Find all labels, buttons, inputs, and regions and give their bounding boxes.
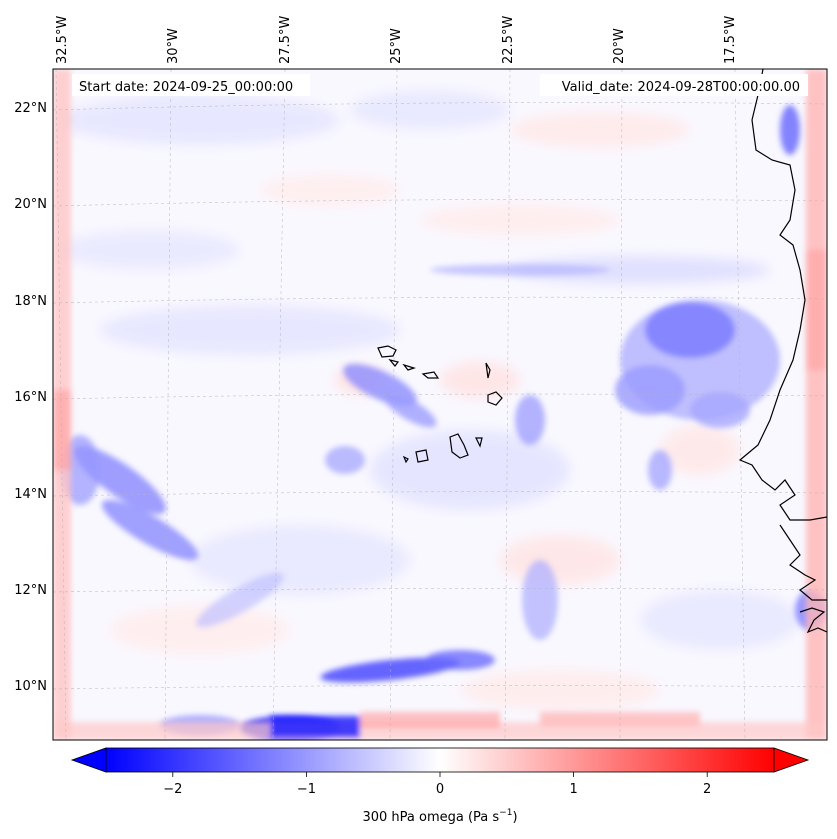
- colorbar-tick-label: −1: [297, 782, 316, 797]
- colorbar-ticks: −2 −1 0 1 2: [163, 772, 711, 797]
- lat-label-10: 10°N: [14, 679, 47, 694]
- island-fogo: [415, 449, 429, 463]
- colorbar-tick-label: 0: [436, 782, 444, 797]
- colorbar-label: 300 hPa omega (Pa s−1): [362, 808, 517, 825]
- colorbar-extend-low: [70, 747, 107, 773]
- lon-label-3: 27.5°W: [278, 16, 293, 64]
- start-date-label: Start date: 2024-09-25_00:00:00: [79, 80, 293, 95]
- coastline: [377, 69, 827, 634]
- start-date-box: [72, 74, 310, 96]
- lat-label-22: 22°N: [14, 101, 47, 116]
- island-maio: [475, 437, 483, 448]
- map-area: Start date: 2024-09-25_00:00:00 Valid_da…: [53, 69, 827, 740]
- island-sal: [485, 362, 491, 379]
- african-coast: [738, 69, 827, 521]
- lon-label-6: 20°W: [612, 28, 627, 64]
- valid-date-label: Valid_date: 2024-09-28T00:00:00.00: [562, 80, 800, 95]
- island-santiago-region: [421, 371, 440, 379]
- island-santiago: [449, 433, 469, 459]
- colorbar-tick-label: −2: [163, 782, 182, 797]
- lat-label-18: 18°N: [14, 294, 47, 309]
- longitude-labels: 32.5°W 30°W 27.5°W 25°W 22.5°W 20°W 17.5…: [55, 16, 738, 64]
- island-santo-antao: [377, 345, 397, 358]
- graticule: [53, 69, 827, 740]
- colorbar-body: [105, 747, 775, 773]
- lat-label-20: 20°N: [14, 197, 47, 212]
- boundary-artifacts: [53, 69, 827, 740]
- colorbar-extend-high: [773, 747, 810, 773]
- island-sao-nicolau: [402, 363, 416, 371]
- valid-date-box: [540, 74, 808, 96]
- lat-label-14: 14°N: [14, 487, 47, 502]
- colorbar: −2 −1 0 1 2 300 hPa omega (Pa s−1): [70, 747, 810, 825]
- lat-label-16: 16°N: [14, 390, 47, 405]
- latitude-labels: 22°N 20°N 18°N 16°N 14°N 12°N 10°N: [14, 101, 47, 694]
- omega-field-faint: [60, 90, 800, 710]
- lon-label-4: 25°W: [389, 28, 404, 64]
- guinea-coast: [799, 607, 827, 634]
- colorbar-label-exponent: −1: [499, 808, 512, 818]
- senegal-coast: [779, 524, 827, 601]
- colorbar-label-end: ): [512, 810, 517, 825]
- colorbar-label-main: 300 hPa omega (Pa s: [362, 810, 499, 825]
- island-brava: [402, 455, 409, 464]
- lon-label-5: 22.5°W: [501, 16, 516, 64]
- island-boa-vista: [487, 391, 503, 406]
- lon-label-1: 32.5°W: [55, 16, 70, 64]
- colorbar-tick-label: 2: [703, 782, 711, 797]
- lon-label-2: 30°W: [166, 28, 181, 64]
- lat-label-12: 12°N: [14, 583, 47, 598]
- colorbar-tick-label: 1: [569, 782, 577, 797]
- map-frame: [52, 68, 828, 741]
- lon-label-7: 17.5°W: [723, 16, 738, 64]
- island-sao-vicente: [388, 358, 400, 367]
